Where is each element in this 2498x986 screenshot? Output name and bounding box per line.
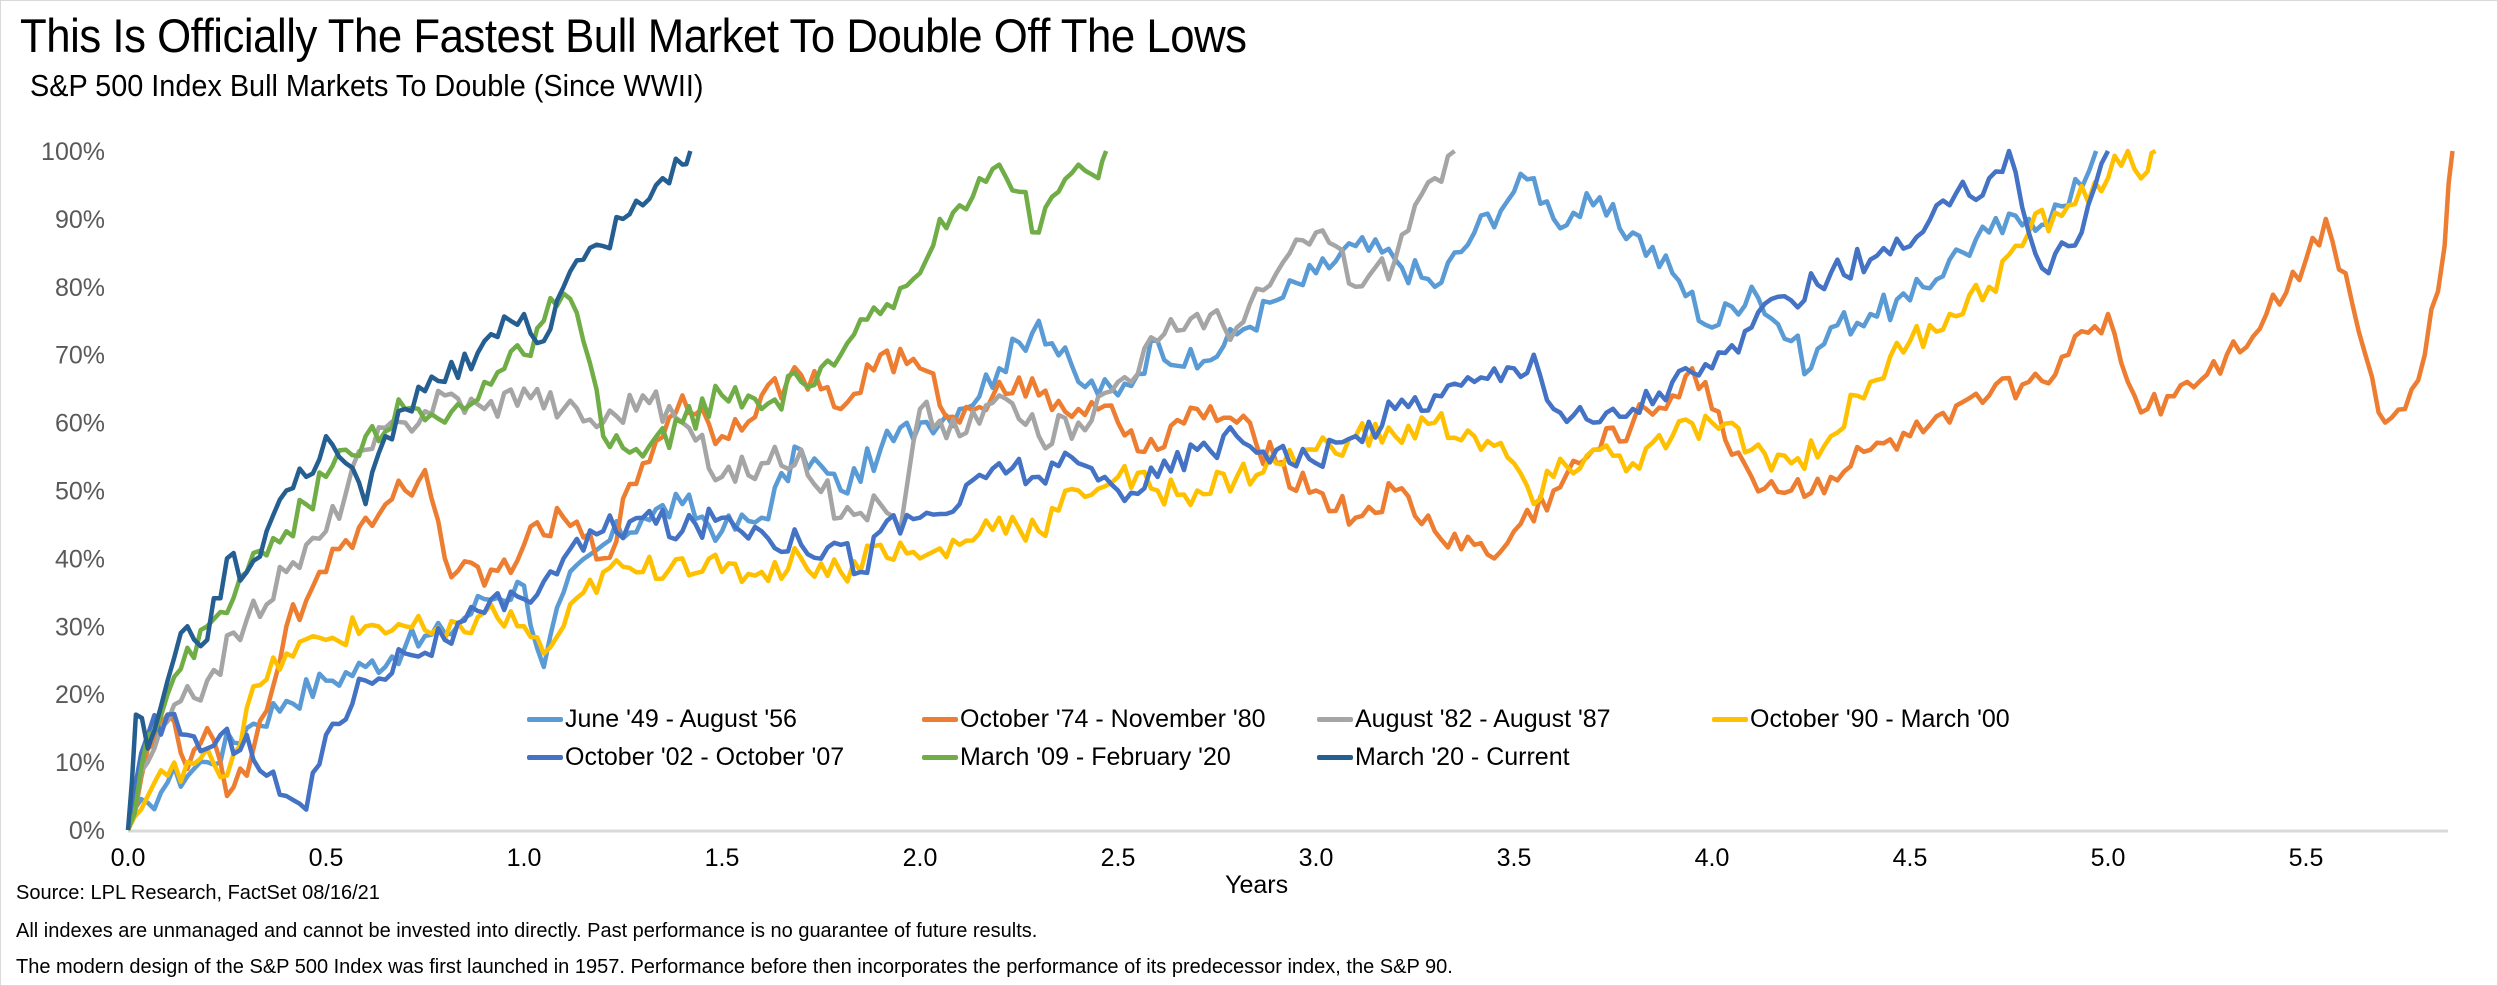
legend-label: March '20 - Current [1355, 743, 1570, 771]
chart-title: This Is Officially The Fastest Bull Mark… [20, 9, 1247, 62]
legend-label: October '90 - March '00 [1750, 705, 2010, 733]
series-line-2 [125, 150, 2455, 831]
y-tick-label: 70% [55, 342, 105, 370]
y-tick-label: 80% [55, 274, 105, 302]
legend-item: October '74 - November '80 [922, 705, 1266, 734]
y-tick-label: 10% [55, 749, 105, 777]
legend-swatch [1317, 717, 1353, 722]
y-tick-label: 90% [55, 206, 105, 234]
series-line-7 [125, 150, 693, 831]
y-tick-label: 40% [55, 545, 105, 573]
series-line-4 [125, 148, 2157, 832]
x-tick-label: 1.0 [507, 844, 542, 872]
legend-label: October '74 - November '80 [960, 705, 1266, 733]
legend-swatch [922, 755, 958, 760]
legend-swatch [1712, 717, 1748, 722]
legend-label: March '09 - February '20 [960, 743, 1231, 771]
source-note: Source: LPL Research, FactSet 08/16/21 [16, 882, 380, 904]
legend-item: August '82 - August '87 [1317, 705, 1611, 734]
legend-swatch [922, 717, 958, 722]
legend-item: June '49 - August '56 [527, 705, 797, 734]
legend-label: October '02 - October '07 [565, 743, 845, 771]
y-tick-label: 100% [41, 138, 105, 166]
series-line-5 [125, 148, 2110, 831]
legend-swatch [527, 755, 563, 760]
x-tick-label: 4.5 [1893, 844, 1928, 872]
disclaimer-1: All indexes are unmanaged and cannot be … [16, 920, 1038, 942]
x-axis-label: Years [1225, 871, 1288, 899]
x-tick-label: 4.0 [1695, 844, 1730, 872]
y-tick-label: 0% [69, 817, 105, 845]
legend-swatch [1317, 755, 1353, 760]
y-axis-ticks: 0% 10% 20% 30% 40% 50% 60% 70% 80% 90% 100% [41, 138, 105, 845]
x-tick-label: 2.5 [1101, 844, 1136, 872]
legend-item: October '02 - October '07 [527, 743, 844, 772]
x-tick-label: 5.0 [2091, 844, 2126, 872]
y-tick-label: 30% [55, 613, 105, 641]
x-tick-label: 0.0 [111, 844, 146, 872]
legend-item: October '90 - March '00 [1712, 705, 2010, 734]
legend-label: June '49 - August '56 [565, 705, 797, 733]
legend-item: March '20 - Current [1317, 743, 1570, 772]
legend-swatch [527, 717, 563, 722]
y-tick-label: 50% [55, 478, 105, 506]
x-tick-label: 2.0 [903, 844, 938, 872]
x-tick-label: 1.5 [705, 844, 740, 872]
legend-label: August '82 - August '87 [1355, 705, 1611, 733]
legend-item: March '09 - February '20 [922, 743, 1231, 772]
series-layer [125, 148, 2455, 832]
x-tick-label: 3.0 [1299, 844, 1334, 872]
x-tick-label: 5.5 [2289, 844, 2324, 872]
series-line-3 [125, 149, 1456, 831]
chart-subtitle: S&P 500 Index Bull Markets To Double (Si… [30, 68, 704, 103]
y-tick-label: 60% [55, 410, 105, 438]
disclaimer-2: The modern design of the S&P 500 Index w… [16, 956, 1453, 978]
series-line-6 [125, 150, 1109, 831]
y-tick-label: 20% [55, 681, 105, 709]
x-axis-ticks: 0.0 0.5 1.0 1.5 2.0 2.5 3.0 3.5 4.0 4.5 5.0 5.5 [111, 844, 2324, 872]
x-tick-label: 3.5 [1497, 844, 1532, 872]
line-chart: 0% 10% 20% 30% 40% 50% 60% 70% 80% 90% 100% 0.0 0.5… [41, 138, 2455, 899]
x-tick-label: 0.5 [309, 844, 344, 872]
